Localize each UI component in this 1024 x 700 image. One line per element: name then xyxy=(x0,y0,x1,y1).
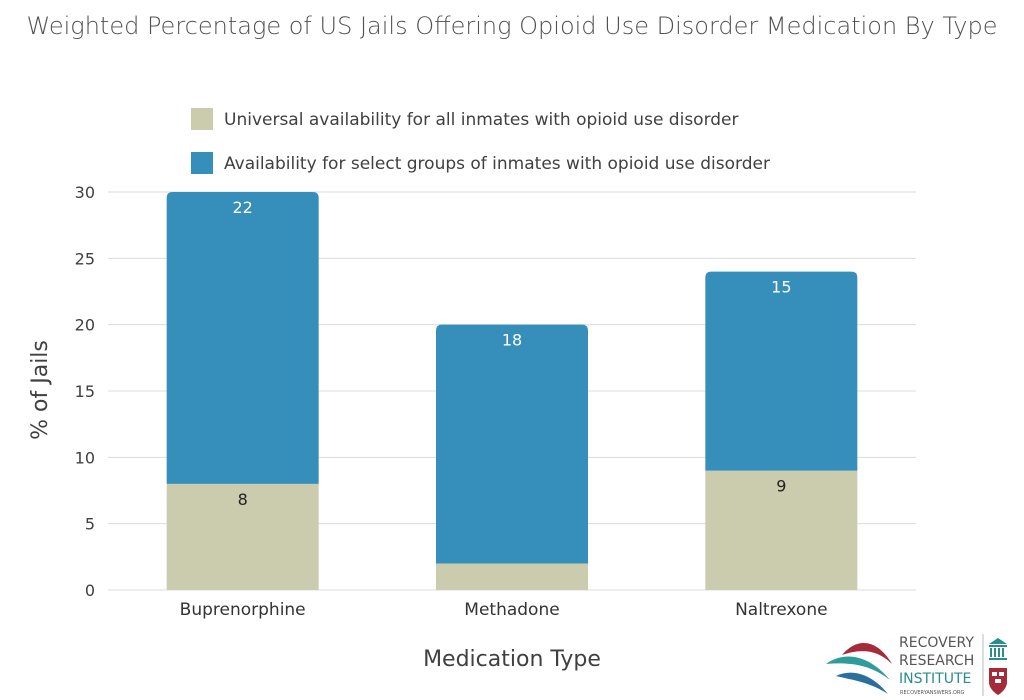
y-axis-title: % of Jails xyxy=(28,340,53,440)
data-label: 8 xyxy=(238,490,248,509)
data-label: 18 xyxy=(502,331,522,350)
logo-line-1: RECOVERY xyxy=(899,635,974,651)
legend-swatch-universal xyxy=(191,108,213,130)
y-tick-label: 30 xyxy=(75,183,95,202)
x-category-label: Naltrexone xyxy=(735,600,827,620)
y-tick-label: 5 xyxy=(85,515,95,534)
x-category-label: Buprenorphine xyxy=(180,600,306,620)
logo-swoosh-red xyxy=(842,643,892,664)
y-tick-label: 20 xyxy=(75,316,95,335)
legend-label-universal: Universal availability for all inmates w… xyxy=(224,110,739,130)
x-category-label: Methadone xyxy=(464,600,559,620)
logo-line-3: INSTITUTE xyxy=(899,671,971,687)
bars xyxy=(166,192,858,590)
y-tick-label: 0 xyxy=(85,581,95,600)
x-axis-categories: Buprenorphine Methadone Naltrexone xyxy=(180,600,828,620)
legend-label-select: Availability for select groups of inmate… xyxy=(224,154,770,174)
bar-select xyxy=(436,324,588,564)
bar-select xyxy=(705,271,858,471)
data-label: 22 xyxy=(232,198,252,217)
legend-swatch-select xyxy=(191,152,213,174)
bar-universal xyxy=(166,483,319,590)
y-tick-label: 25 xyxy=(75,249,95,268)
chart-title: Weighted Percentage of US Jails Offering… xyxy=(27,12,998,40)
bar-universal xyxy=(436,563,588,590)
recovery-research-institute-logo: RECOVERY RESEARCH INSTITUTE RECOVERYANSW… xyxy=(826,634,1007,696)
logo-url: RECOVERYANSWERS.ORG xyxy=(900,690,964,696)
shield-icon xyxy=(989,668,1007,695)
y-axis-ticks: 0 5 10 15 20 25 30 xyxy=(75,183,95,600)
x-axis-title: Medication Type xyxy=(423,647,601,672)
bar-labels: 8 22 18 9 15 xyxy=(232,198,791,509)
logo-swoosh-teal xyxy=(826,656,890,680)
logo-swoosh-blue xyxy=(836,672,888,694)
data-label: 9 xyxy=(776,477,786,496)
y-tick-label: 10 xyxy=(75,448,95,467)
bar-universal xyxy=(705,470,858,590)
legend: Universal availability for all inmates w… xyxy=(191,108,770,174)
bar-select xyxy=(166,192,319,484)
logo-line-2: RESEARCH xyxy=(899,653,974,669)
data-label: 15 xyxy=(771,278,791,297)
building-icon xyxy=(989,638,1007,660)
y-tick-label: 15 xyxy=(75,382,95,401)
